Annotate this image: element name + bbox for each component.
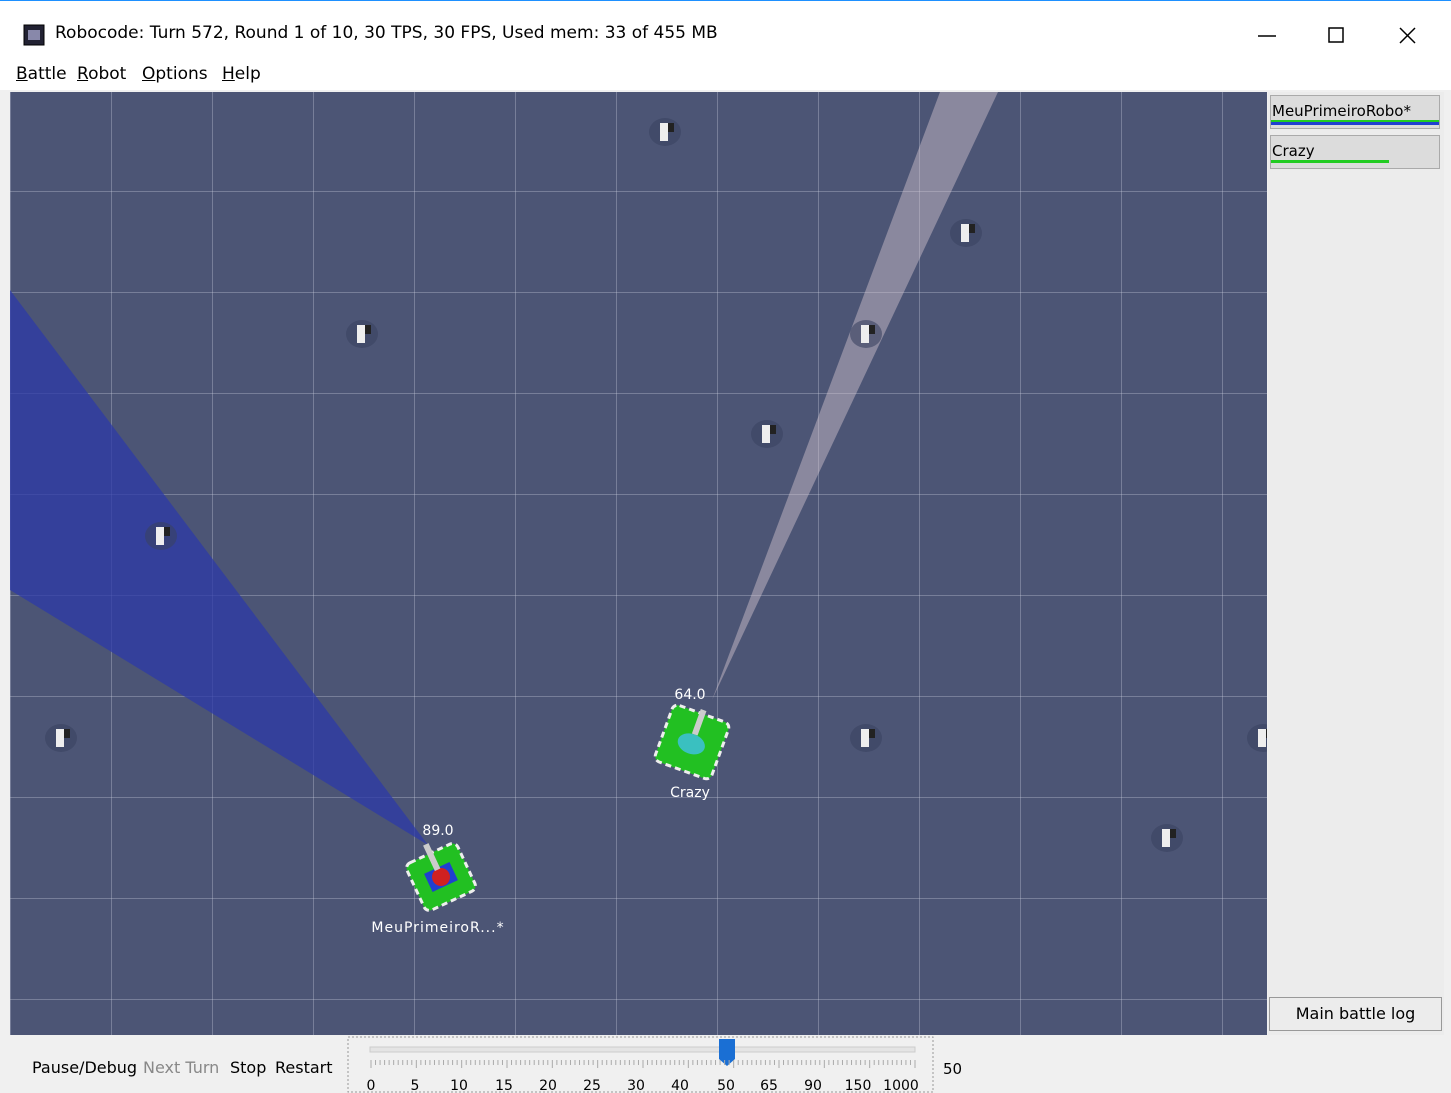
robot-name: Crazy xyxy=(670,785,710,801)
robot-energy: 64.0 xyxy=(674,687,705,703)
mine xyxy=(961,224,969,242)
battlefield-overlay: 64.0 Crazy 89.0 MeuPrimeiroR...* xyxy=(10,92,1267,1035)
robot-energy: 89.0 xyxy=(422,823,453,839)
mine xyxy=(660,123,668,141)
mine xyxy=(861,729,869,747)
robot-name: MeuPrimeiroR...* xyxy=(371,920,504,936)
mine xyxy=(357,325,365,343)
slider-label: 25 xyxy=(583,1078,601,1093)
window-controls[interactable] xyxy=(1250,21,1430,51)
mine xyxy=(164,527,170,536)
slider-label: 15 xyxy=(495,1078,513,1093)
mine xyxy=(64,729,70,738)
slider-label: 50 xyxy=(717,1078,735,1093)
mine xyxy=(1266,729,1267,738)
mine xyxy=(365,325,371,334)
slider-label: 65 xyxy=(760,1078,778,1093)
menu-item[interactable]: Help xyxy=(222,64,261,84)
mine xyxy=(770,425,776,434)
robot-meuprimeirorobo xyxy=(400,833,477,913)
mine xyxy=(156,527,164,545)
menu-item[interactable]: Options xyxy=(142,64,208,84)
slider-label: 150 xyxy=(845,1078,872,1093)
mine xyxy=(668,123,674,132)
mine xyxy=(869,729,875,738)
slider-label: 10 xyxy=(450,1078,468,1093)
robocode-window: Robocode: Turn 572, Round 1 of 10, 30 TP… xyxy=(0,0,1451,1093)
mine xyxy=(861,325,869,343)
mine xyxy=(56,729,64,747)
window-title: Robocode: Turn 572, Round 1 of 10, 30 TP… xyxy=(55,23,718,43)
menu-item[interactable]: Robot xyxy=(77,64,126,84)
robot-crazy xyxy=(654,700,732,781)
slider-thumb[interactable] xyxy=(719,1039,735,1066)
scan-arc xyxy=(712,92,998,700)
speed-slider[interactable]: 0 5 10 15 20 25 30 40 50 65 90 150 1000 xyxy=(345,1036,945,1093)
main-battle-log-button[interactable]: Main battle log xyxy=(1269,997,1442,1031)
mine xyxy=(1170,829,1176,838)
mine xyxy=(1162,829,1170,847)
slider-label: 40 xyxy=(671,1078,689,1093)
robot-name: MeuPrimeiroRobo* xyxy=(1272,102,1411,120)
slider-label: 20 xyxy=(539,1078,557,1093)
restart-button[interactable]: Restart xyxy=(275,1058,333,1077)
scan-arc xyxy=(10,290,428,845)
speed-value: 50 xyxy=(943,1060,962,1078)
mine xyxy=(869,325,875,334)
mine xyxy=(1258,729,1266,747)
app-icon xyxy=(23,24,45,46)
robot-name: Crazy xyxy=(1272,142,1315,160)
mine xyxy=(969,224,975,233)
pause-button[interactable]: Pause/Debug xyxy=(32,1058,137,1077)
menu-bar: Battle Robot Options Help xyxy=(0,58,1451,90)
slider-label: 1000 xyxy=(883,1078,919,1093)
robot-button[interactable]: Crazy xyxy=(1270,135,1440,169)
stop-button[interactable]: Stop xyxy=(230,1058,266,1077)
mine xyxy=(762,425,770,443)
menu-item[interactable]: Battle xyxy=(16,64,67,84)
slider-label: 30 xyxy=(627,1078,645,1093)
title-bar: Robocode: Turn 572, Round 1 of 10, 30 TP… xyxy=(0,0,1451,58)
robot-panel xyxy=(1268,92,1444,1035)
next-turn-button[interactable]: Next Turn xyxy=(143,1058,219,1077)
slider-label: 0 xyxy=(367,1078,376,1093)
robot-button[interactable]: MeuPrimeiroRobo* xyxy=(1270,95,1440,129)
slider-label: 90 xyxy=(804,1078,822,1093)
slider-label: 5 xyxy=(411,1078,420,1093)
